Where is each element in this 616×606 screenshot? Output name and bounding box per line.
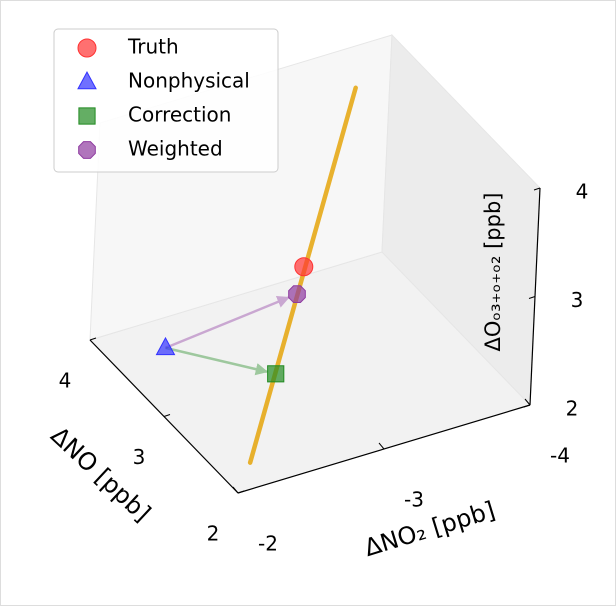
legend-marker [78,107,96,125]
point [294,257,314,277]
z-tick-label: 4 [576,180,589,204]
x-tick [232,486,239,494]
legend-label: Nonphysical [128,69,250,93]
legend: Truth Nonphysical Correction Weighted [53,28,279,173]
x-tick-label: -3 [404,488,424,512]
arrow [165,296,290,350]
point [288,285,306,303]
y-tick [163,414,171,417]
y-tick [89,337,97,341]
legend-label: Truth [127,35,179,59]
y-tick-label: 2 [207,522,220,546]
point [155,336,176,356]
point [267,365,285,383]
panes: 2 3 4 -2 -3 -4 2 3 4 [59,33,589,556]
legend-box [53,28,279,173]
x-tick-label: -2 [258,532,278,556]
y-tick-label: 4 [59,369,72,393]
z-tick-label: 2 [566,397,579,421]
legend-marker [77,38,97,58]
legend-marker [77,71,97,90]
legend-label: Weighted [128,137,223,161]
z-tick-label: 3 [571,288,584,312]
x-tick-label: -4 [550,444,570,468]
z-tick [523,404,531,408]
z-tick [533,187,541,191]
x-tick [524,398,531,406]
y-tick-label: 3 [133,445,146,469]
y-tick [237,490,245,494]
legend-marker [78,141,96,159]
plot [155,85,358,465]
arrow [165,346,269,376]
x-tick [378,442,385,450]
legend-label: Correction [128,103,231,127]
z-axis-label: ΔOₒ₃₊ₒ₊ₒ₂ [ppb] [481,192,505,351]
z-tick [528,296,536,299]
